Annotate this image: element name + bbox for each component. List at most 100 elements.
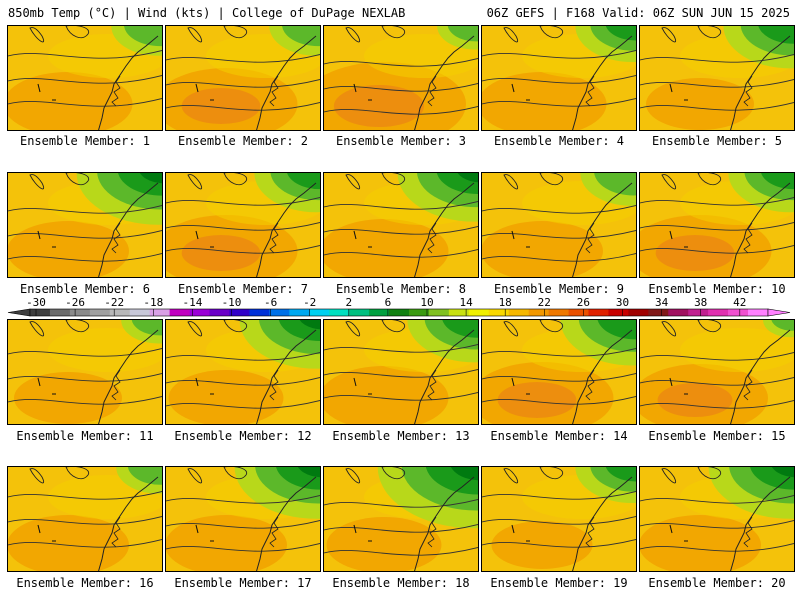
height-contour (8, 516, 162, 525)
cold-area (605, 467, 636, 482)
height-contour (640, 400, 794, 409)
colorbar-swatch (49, 309, 71, 316)
height-contour (324, 201, 478, 210)
height-contour (324, 83, 478, 92)
coastline (98, 476, 159, 571)
wind-barb (37, 524, 41, 534)
map-panel (165, 466, 321, 572)
colorbar-swatch (648, 309, 669, 316)
panel-label: Ensemble Member: 17 (174, 576, 312, 590)
warm-area (640, 515, 761, 571)
lake-outline (187, 174, 202, 190)
colorbar-swatch (688, 309, 709, 316)
wind-barb (353, 83, 357, 93)
wind-barb (37, 230, 41, 240)
bay-outline (585, 75, 595, 107)
coastline (414, 35, 475, 130)
colorbar-swatch (109, 309, 131, 316)
lake-outline (223, 26, 248, 39)
colorbar-swatch (488, 309, 510, 316)
height-contour (166, 520, 320, 529)
lake-outline (29, 174, 44, 190)
temperature-field (8, 467, 162, 571)
map-title: 850mb Temp (°C) | Wind (kts) | College o… (8, 6, 406, 20)
height-contour (640, 54, 794, 63)
colorbar-swatch (668, 309, 689, 316)
bay-outline (269, 222, 279, 254)
bay-outline (427, 516, 437, 548)
panel-label: Ensemble Member: 11 (16, 429, 154, 443)
map-panel (323, 172, 479, 278)
colorbar-swatch (608, 309, 629, 316)
panel-label: Ensemble Member: 5 (651, 134, 783, 148)
height-contour (8, 205, 162, 214)
lake-outline (661, 27, 676, 43)
colorbar-tick-label: -14 (182, 296, 202, 309)
colorbar-swatch (149, 309, 170, 316)
panel-label: Ensemble Member: 3 (335, 134, 467, 148)
colorbar-tick-label: -6 (264, 296, 277, 309)
temperature-field (482, 320, 636, 424)
bay-outline (743, 75, 753, 107)
coastline (256, 476, 317, 571)
warm-core (333, 85, 425, 127)
temperature-field (8, 26, 162, 130)
bay-outline (427, 75, 437, 107)
colorbar-swatch (129, 309, 150, 316)
colorbar-swatch (588, 309, 609, 316)
colorbar-swatch (748, 309, 769, 316)
lake-outline (381, 26, 406, 39)
panel-label: Ensemble Member: 6 (19, 282, 151, 296)
lake-outline (381, 467, 406, 480)
temperature-colorbar: -30 -26 -22 -18 -14 -10 -6 -2 2 6 10 14 18 22 26 30 34 38… (7, 296, 791, 317)
colorbar-swatch (628, 309, 649, 316)
height-contour (166, 54, 320, 63)
cold-area (442, 320, 478, 338)
height-contour (324, 106, 478, 115)
bay-outline (585, 369, 595, 401)
height-contour (640, 102, 794, 111)
height-contour (482, 98, 636, 107)
map-panel (481, 466, 637, 572)
panel-label: Ensemble Member: 18 (332, 576, 470, 590)
height-contour (640, 352, 794, 361)
bay-outline (585, 516, 595, 548)
wind-barb (195, 524, 199, 534)
map-panel (7, 25, 163, 131)
bay-outline (111, 222, 121, 254)
lake-outline (65, 26, 90, 39)
temperature-field (166, 320, 320, 424)
coastline (572, 35, 633, 130)
height-contour (640, 79, 794, 88)
coastline (256, 329, 317, 424)
height-contour (8, 348, 162, 357)
warm-area (168, 370, 284, 424)
colorbar-tick-label: 38 (694, 296, 707, 309)
colorbar-tick-label: -30 (26, 296, 46, 309)
colorbar-tick-label: 34 (655, 296, 669, 309)
height-contour (640, 245, 794, 254)
lake-outline (223, 173, 248, 186)
warm-core (181, 88, 261, 124)
coldest-area (139, 173, 162, 184)
map-panel (481, 172, 637, 278)
coastline (730, 329, 791, 424)
wind-barb (195, 83, 199, 93)
colorbar-tick-label: 18 (499, 296, 512, 309)
map-panel (323, 466, 479, 572)
lake-outline (539, 467, 564, 480)
colorbar-tick-label: 30 (616, 296, 629, 309)
map-panel (323, 25, 479, 131)
bay-outline (269, 75, 279, 107)
cool-area (594, 173, 636, 196)
bay-outline (743, 369, 753, 401)
height-contour (482, 75, 636, 84)
wind-barb (511, 377, 515, 387)
temperature-field (166, 173, 320, 277)
warm-core (497, 382, 577, 418)
lake-outline (503, 27, 518, 43)
colorbar-swatch (269, 309, 290, 316)
cool-area (447, 26, 478, 42)
lake-outline (539, 26, 564, 39)
temperature-field (324, 26, 478, 130)
